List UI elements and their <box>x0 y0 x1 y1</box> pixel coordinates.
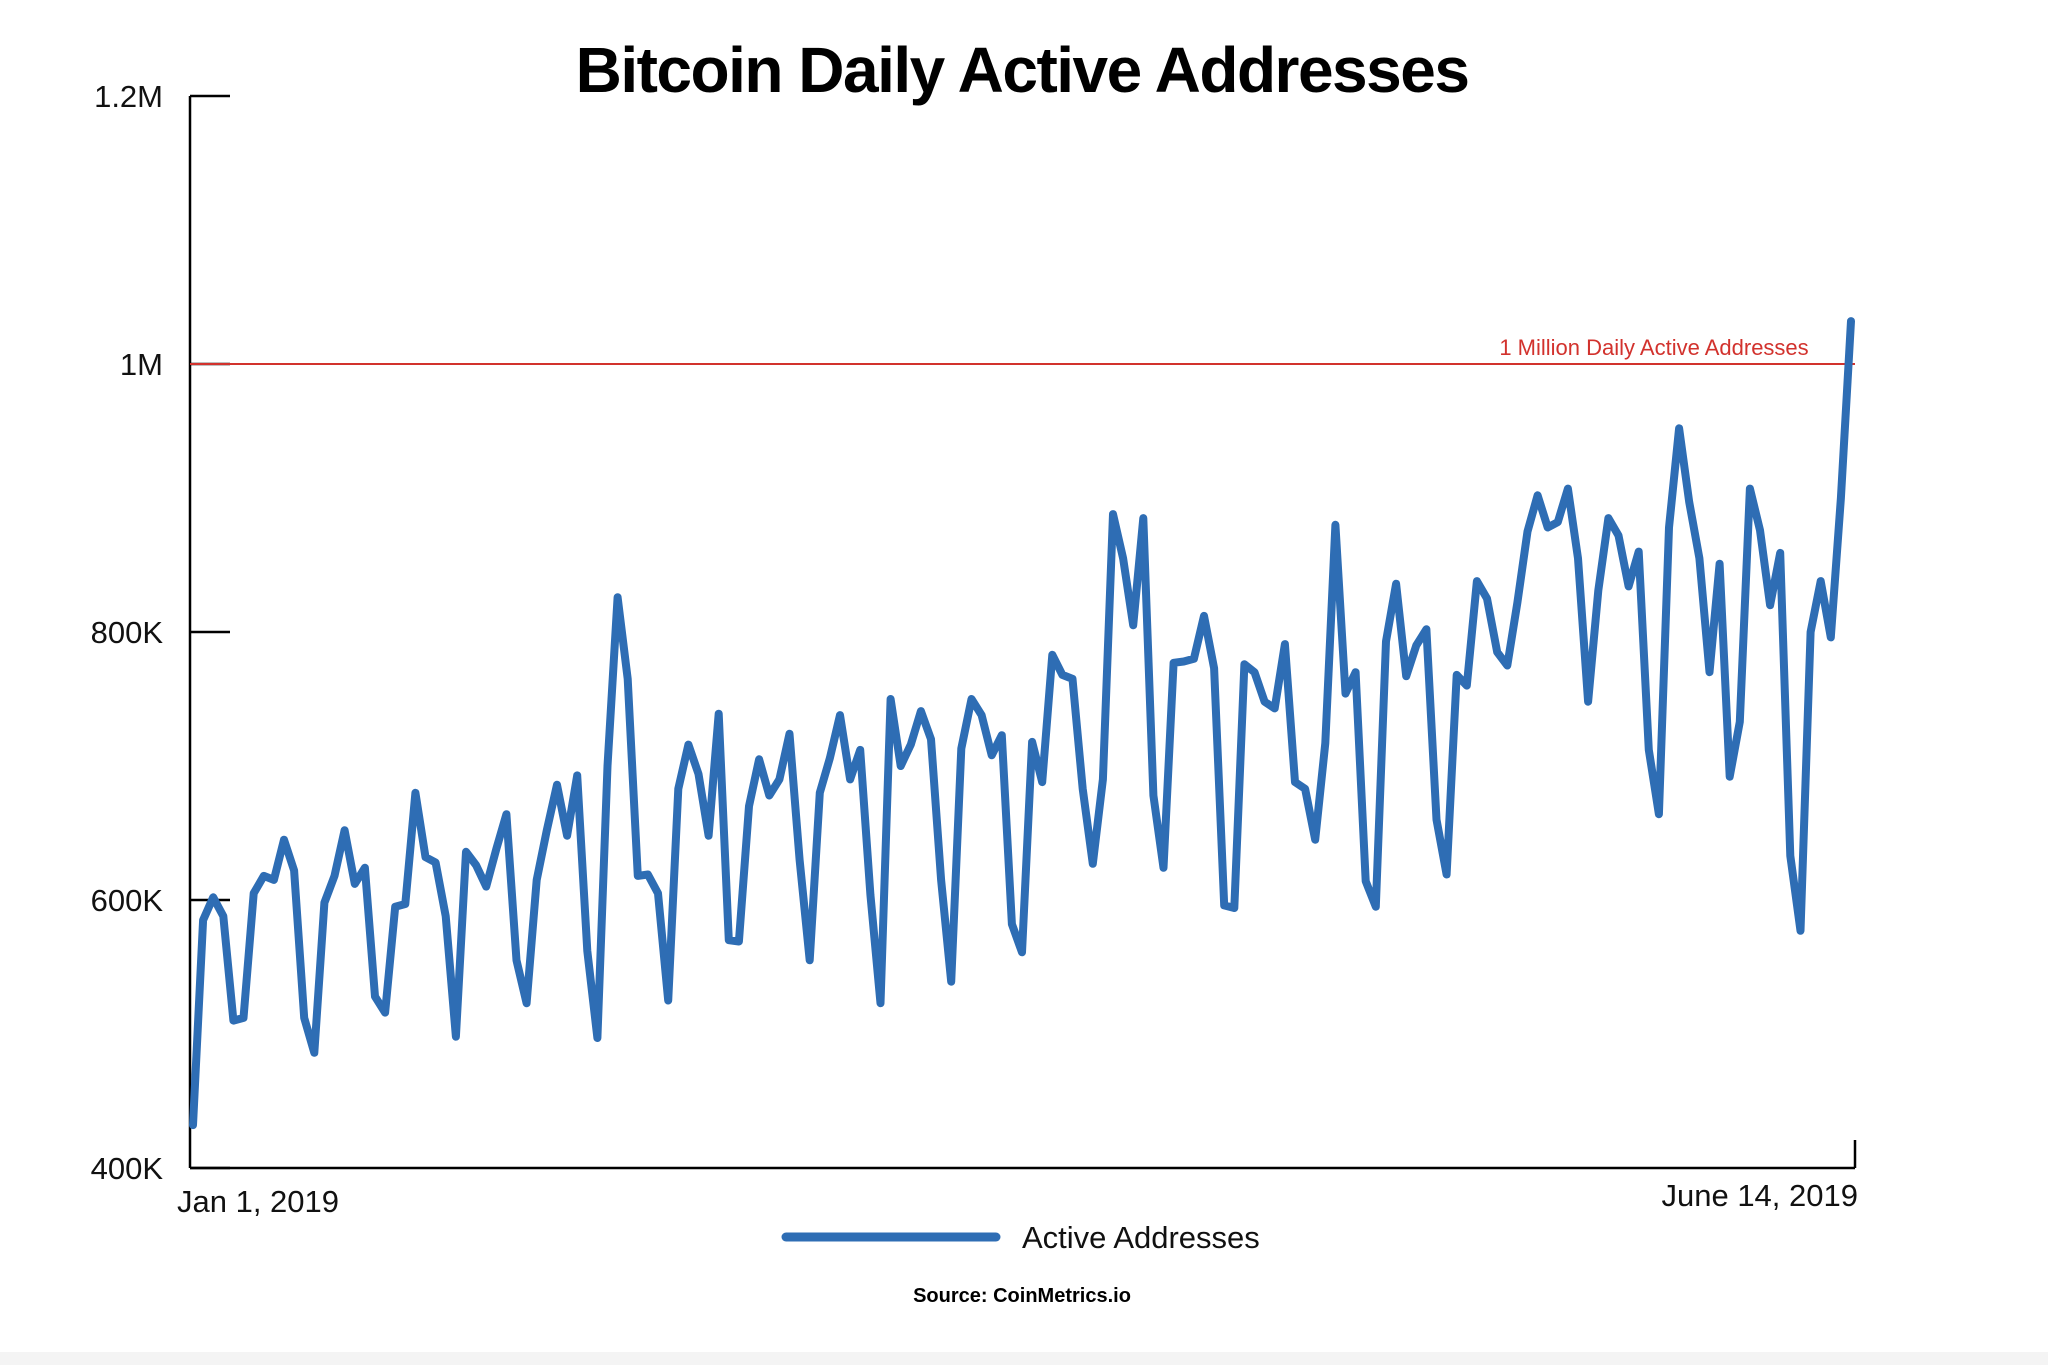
chart-title: Bitcoin Daily Active Addresses <box>576 34 1469 106</box>
reference-line-label: 1 Million Daily Active Addresses <box>1499 335 1808 360</box>
series-line-active-addresses <box>189 317 1855 1130</box>
x-axis: Jan 1, 2019 June 14, 2019 <box>177 1140 1858 1219</box>
source-caption: Source: CoinMetrics.io <box>913 1285 1131 1307</box>
y-tick-label: 400K <box>91 1151 164 1186</box>
y-tick-label: 800K <box>91 615 164 650</box>
y-tick-label: 1M <box>120 347 163 382</box>
legend-label-active-addresses: Active Addresses <box>1022 1220 1260 1255</box>
y-axis: 400K 600K 800K 1M 1.2M <box>91 79 230 1186</box>
x-tick-label-end: June 14, 2019 <box>1661 1178 1858 1213</box>
y-tick-label: 1.2M <box>94 79 163 114</box>
legend: Active Addresses <box>781 1220 1260 1255</box>
x-tick-label-start: Jan 1, 2019 <box>177 1184 339 1219</box>
footer-strip <box>0 1352 2048 1365</box>
y-tick-label: 600K <box>91 883 164 918</box>
